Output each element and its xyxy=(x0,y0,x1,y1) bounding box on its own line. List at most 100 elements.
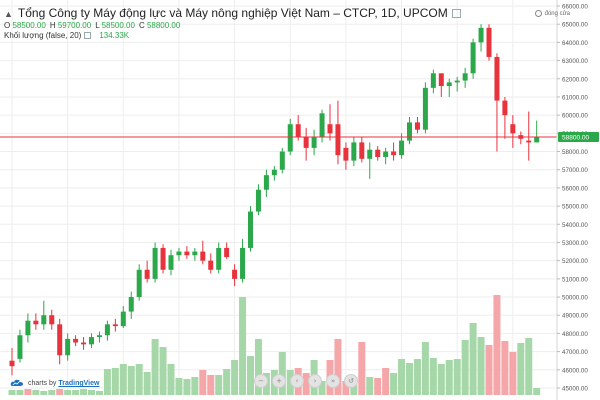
candle xyxy=(49,309,55,330)
price-axis-label: 50000.00 xyxy=(562,295,588,302)
volume-bar xyxy=(215,375,223,395)
candlestick-series xyxy=(9,24,540,376)
volume-bar xyxy=(56,389,64,395)
candle xyxy=(208,253,214,274)
volume-bar xyxy=(453,359,461,395)
candle-body xyxy=(359,142,365,159)
candle xyxy=(303,127,309,161)
price-axis-label: 60000.00 xyxy=(562,113,588,120)
tradingview-branding[interactable]: charts by TradingView xyxy=(10,379,99,387)
volume-bar xyxy=(254,339,262,395)
candle-body xyxy=(176,251,182,256)
candle xyxy=(351,136,357,167)
ohlc-value: 58500.00 xyxy=(101,21,135,30)
volume-bar xyxy=(16,390,24,395)
volume-bar xyxy=(390,373,398,395)
candle-body xyxy=(192,251,198,256)
tradingview-link[interactable]: TradingView xyxy=(58,379,100,387)
candle xyxy=(144,260,150,283)
candle-body xyxy=(446,82,452,87)
volume-bar xyxy=(135,364,143,395)
candle xyxy=(438,73,444,97)
candle-body xyxy=(49,315,55,325)
candle-body xyxy=(224,247,230,258)
volume-bar xyxy=(72,390,80,395)
candle-body xyxy=(327,124,333,134)
candle xyxy=(216,242,222,274)
candle-body xyxy=(383,151,389,157)
candle-body xyxy=(438,73,444,87)
candle xyxy=(112,318,118,332)
candle-body xyxy=(303,136,309,148)
volume-bar xyxy=(437,364,445,395)
candle xyxy=(446,78,452,97)
candle-body xyxy=(255,189,261,212)
last-price-label: 58800.00 xyxy=(562,134,589,141)
indicator-settings-icon[interactable] xyxy=(84,32,92,40)
volume-bar xyxy=(445,360,453,395)
price-axis[interactable]: 45000.00 46000.00 47000.00 48000.00 49000.00… xyxy=(556,0,600,400)
volume-bar xyxy=(32,390,40,395)
candle xyxy=(407,116,412,145)
candle xyxy=(160,244,166,274)
candle xyxy=(25,313,31,343)
scroll-right-icon[interactable]: › xyxy=(308,374,322,388)
candle-body xyxy=(152,247,158,279)
candle-body xyxy=(335,124,341,156)
volume-bar xyxy=(167,364,175,395)
candle xyxy=(502,96,508,139)
scroll-left-icon[interactable]: ‹ xyxy=(290,374,304,388)
candle xyxy=(176,247,182,261)
volume-bar xyxy=(374,378,382,395)
candle-body xyxy=(367,149,373,159)
reset-icon[interactable]: ↺ xyxy=(344,374,358,388)
candle-body xyxy=(279,151,285,170)
candle-body xyxy=(120,311,126,327)
candle-body xyxy=(160,247,166,270)
candle-body xyxy=(57,324,63,356)
candle-body xyxy=(430,73,436,88)
volume-bar xyxy=(183,379,191,395)
chart-title-row[interactable]: ▲ Tổng Công ty Máy động lực và Máy nông n… xyxy=(4,6,461,20)
scroll-end-icon[interactable]: » xyxy=(326,374,340,388)
candle xyxy=(534,120,540,143)
price-axis-label: 57000.00 xyxy=(562,167,588,174)
volume-value: 134.33K xyxy=(99,31,130,40)
candle-body xyxy=(319,113,325,137)
candle-body xyxy=(526,140,532,143)
volume-bar xyxy=(127,366,135,395)
last-price-tag: 58800.00 xyxy=(558,131,599,142)
zoom-in-icon[interactable]: + xyxy=(272,374,286,388)
candle-body xyxy=(128,297,134,312)
candle-body xyxy=(422,87,428,130)
volume-bar xyxy=(509,352,517,395)
ohlc-label: C xyxy=(138,21,147,30)
price-axis-label: 61000.00 xyxy=(562,94,588,101)
candle-body xyxy=(407,122,412,141)
ohlc-value: 58500.00 xyxy=(12,21,46,30)
candle xyxy=(470,38,476,79)
zoom-out-icon[interactable]: − xyxy=(254,374,268,388)
candle xyxy=(73,335,79,347)
volume-bar xyxy=(24,389,32,395)
volume-bar xyxy=(199,370,207,395)
candle-body xyxy=(232,269,238,279)
ohlc-readout: O 58500.00 H 59700.00 L 58500.00 C 58800.00 xyxy=(4,21,184,30)
candle xyxy=(232,264,238,287)
price-axis-label: 66000.00 xyxy=(562,4,588,11)
candle-body xyxy=(510,124,516,134)
settings-square-icon[interactable] xyxy=(451,9,461,19)
candle-body xyxy=(343,147,349,161)
candle-body xyxy=(287,124,293,152)
candle xyxy=(335,100,341,165)
volume-bar xyxy=(88,390,95,395)
volume-bar xyxy=(151,339,159,395)
volume-bar xyxy=(143,372,151,395)
collapse-arrow-icon[interactable]: ▲ xyxy=(4,9,13,19)
candle xyxy=(391,142,397,161)
candle xyxy=(224,242,230,259)
candle-body xyxy=(470,42,476,74)
price-axis-label: 47000.00 xyxy=(562,349,588,356)
ohlc-label: L xyxy=(95,21,102,30)
